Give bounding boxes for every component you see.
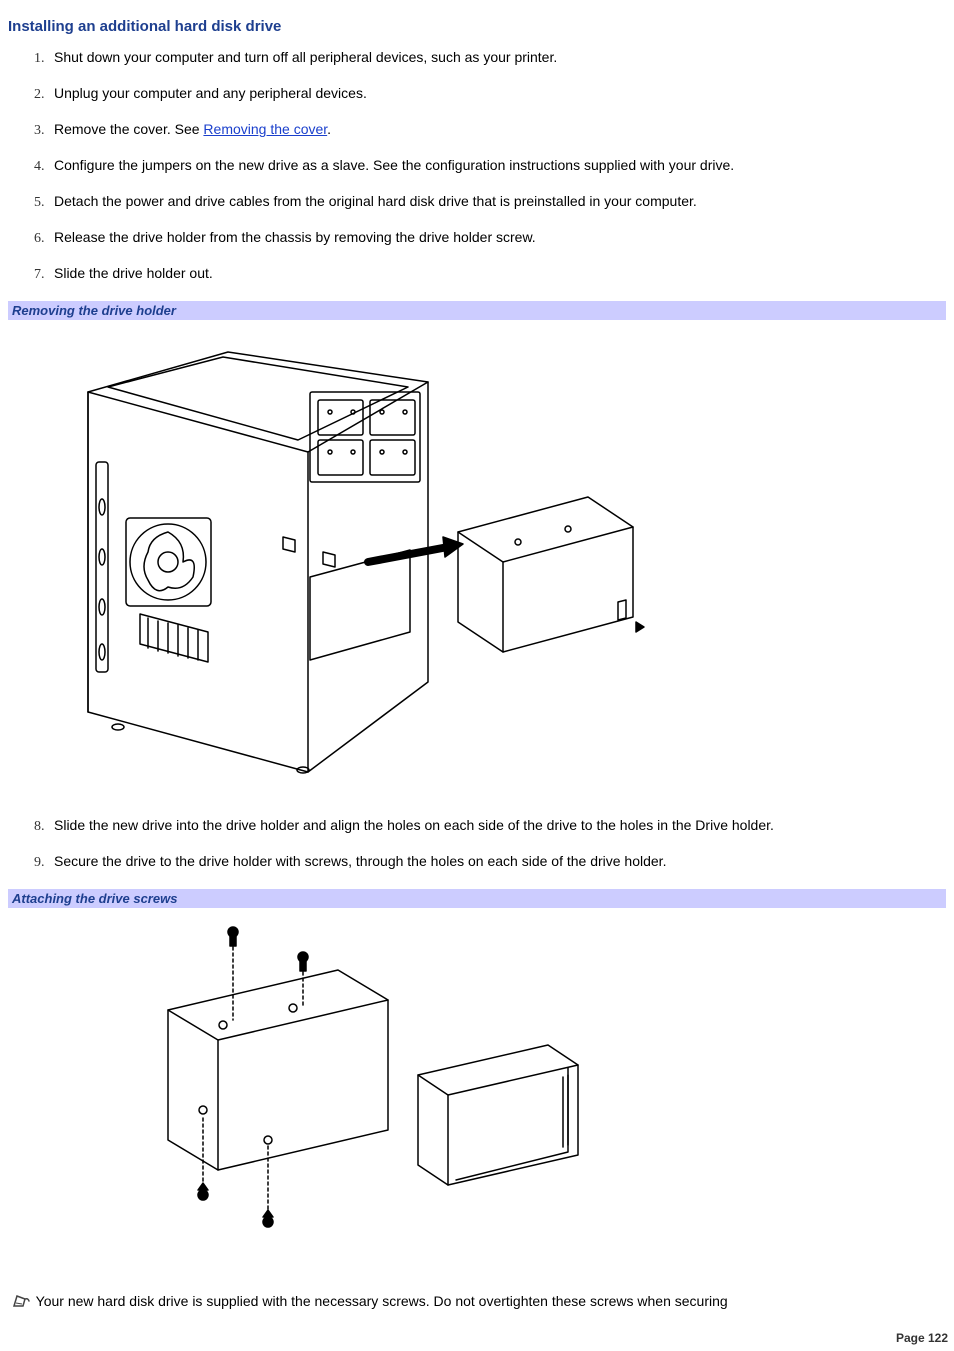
figure1-label: Removing the drive holder: [8, 301, 946, 320]
figure2-box: [8, 914, 946, 1275]
steps-list-1: Shut down your computer and turn off all…: [8, 49, 946, 283]
steps-list-2: Slide the new drive into the drive holde…: [8, 817, 946, 871]
step-suffix: .: [327, 121, 331, 137]
step-text: Detach the power and drive cables from t…: [54, 193, 697, 209]
figure2-svg: [128, 920, 598, 1260]
note-text: Your new hard disk drive is supplied wit…: [36, 1293, 728, 1309]
step-text: Configure the jumpers on the new drive a…: [54, 157, 734, 173]
figure2-label: Attaching the drive screws: [8, 889, 946, 908]
step-text: Secure the drive to the drive holder wit…: [54, 853, 666, 869]
note-icon: [12, 1293, 32, 1312]
step-8: Slide the new drive into the drive holde…: [48, 817, 946, 835]
note-line: Your new hard disk drive is supplied wit…: [8, 1293, 946, 1312]
step-text: Unplug your computer and any peripheral …: [54, 85, 367, 101]
section-title: Installing an additional hard disk drive: [8, 18, 946, 35]
step-7: Slide the drive holder out.: [48, 265, 946, 283]
removing-cover-link[interactable]: Removing the cover: [203, 121, 327, 137]
step-6: Release the drive holder from the chassi…: [48, 229, 946, 247]
step-text: Release the drive holder from the chassi…: [54, 229, 536, 245]
figure1-svg: [48, 332, 668, 802]
figure1-box: [8, 326, 946, 817]
step-4: Configure the jumpers on the new drive a…: [48, 157, 946, 175]
page-number: Page 122: [896, 1331, 948, 1345]
step-text: Remove the cover. See Removing the cover…: [54, 121, 331, 137]
step-text: Slide the drive holder out.: [54, 265, 213, 281]
step-2: Unplug your computer and any peripheral …: [48, 85, 946, 103]
step-3: Remove the cover. See Removing the cover…: [48, 121, 946, 139]
step-prefix: Remove the cover. See: [54, 121, 203, 137]
step-text: Shut down your computer and turn off all…: [54, 49, 557, 65]
step-9: Secure the drive to the drive holder wit…: [48, 853, 946, 871]
step-text: Slide the new drive into the drive holde…: [54, 817, 774, 833]
step-5: Detach the power and drive cables from t…: [48, 193, 946, 211]
step-1: Shut down your computer and turn off all…: [48, 49, 946, 67]
